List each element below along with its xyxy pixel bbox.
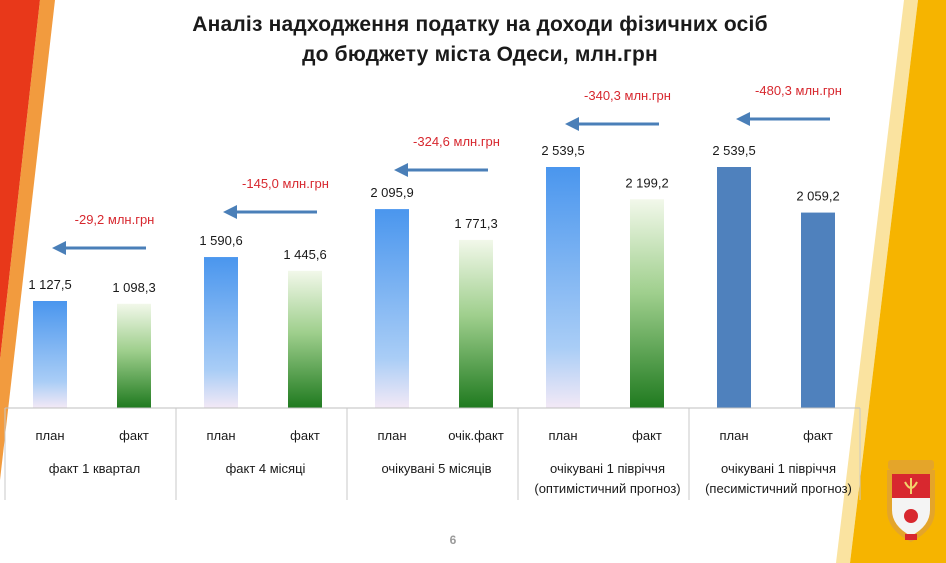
difference-arrowhead xyxy=(736,112,750,126)
bar-value-label: 2 199,2 xyxy=(625,175,668,190)
bar-category-label: факт xyxy=(632,428,662,443)
bar-value-label: 2 539,5 xyxy=(712,143,755,158)
bar-category-label: факт xyxy=(290,428,320,443)
bar-4-fact xyxy=(630,199,664,408)
bar-category-label: план xyxy=(206,428,235,443)
bar-category-label: факт xyxy=(119,428,149,443)
bar-2-fact xyxy=(288,270,322,408)
difference-label: -145,0 млн.грн xyxy=(242,176,329,191)
bar-value-label: 2 539,5 xyxy=(541,143,584,158)
difference-arrowhead xyxy=(565,117,579,131)
difference-arrowhead xyxy=(52,241,66,255)
page-number: 6 xyxy=(449,533,457,547)
group-label: очікувані 5 місяців xyxy=(381,461,491,476)
title-line-1: Аналіз надходження податку на доходи фіз… xyxy=(192,13,768,36)
right-yellow-stripe xyxy=(850,0,946,563)
difference-label: -480,3 млн.грн xyxy=(755,83,842,98)
difference-arrowhead xyxy=(223,205,237,219)
bar-value-label: 1 771,3 xyxy=(454,216,497,231)
bar-value-label: 1 127,5 xyxy=(28,277,71,292)
bar-1-fact xyxy=(117,303,151,408)
difference-label: -324,6 млн.грн xyxy=(413,134,500,149)
group-label: факт 4 місяці xyxy=(226,461,306,476)
difference-arrowhead xyxy=(394,163,408,177)
slide-title: Аналіз надходження податку на доходи фіз… xyxy=(110,10,850,70)
bar-category-label: план xyxy=(35,428,64,443)
group-label: очікувані 1 півріччя xyxy=(550,461,665,476)
difference-label: -29,2 млн.грн xyxy=(75,212,155,227)
bar-5-fact xyxy=(801,212,835,408)
bar-category-label: факт xyxy=(803,428,833,443)
bar-value-label: 1 098,3 xyxy=(112,280,155,295)
bar-1-plan xyxy=(33,300,67,408)
bar-2-plan xyxy=(204,257,238,408)
title-line-2: до бюджету міста Одеси, млн.грн xyxy=(302,43,658,66)
difference-label: -340,3 млн.грн xyxy=(584,88,671,103)
bar-value-label: 1 445,6 xyxy=(283,247,326,262)
bar-value-label: 2 095,9 xyxy=(370,185,413,200)
group-label: очікувані 1 півріччя xyxy=(721,461,836,476)
group-label: (песимістичний прогноз) xyxy=(705,481,852,496)
bar-category-label: план xyxy=(548,428,577,443)
bar-category-label: план xyxy=(377,428,406,443)
bar-3-fact xyxy=(459,239,493,408)
group-label: факт 1 квартал xyxy=(49,461,140,476)
bar-4-plan xyxy=(546,167,580,408)
bar-value-label: 1 590,6 xyxy=(199,233,242,248)
right-orange-stripe xyxy=(836,0,918,563)
bar-category-label: очік.факт xyxy=(448,428,504,443)
left-orange-stripe xyxy=(0,0,55,480)
bar-3-plan xyxy=(375,209,409,408)
bar-category-label: план xyxy=(719,428,748,443)
bar-value-label: 2 059,2 xyxy=(796,189,839,204)
group-label: (оптимістичний прогноз) xyxy=(534,481,680,496)
bar-5-plan xyxy=(717,167,751,408)
